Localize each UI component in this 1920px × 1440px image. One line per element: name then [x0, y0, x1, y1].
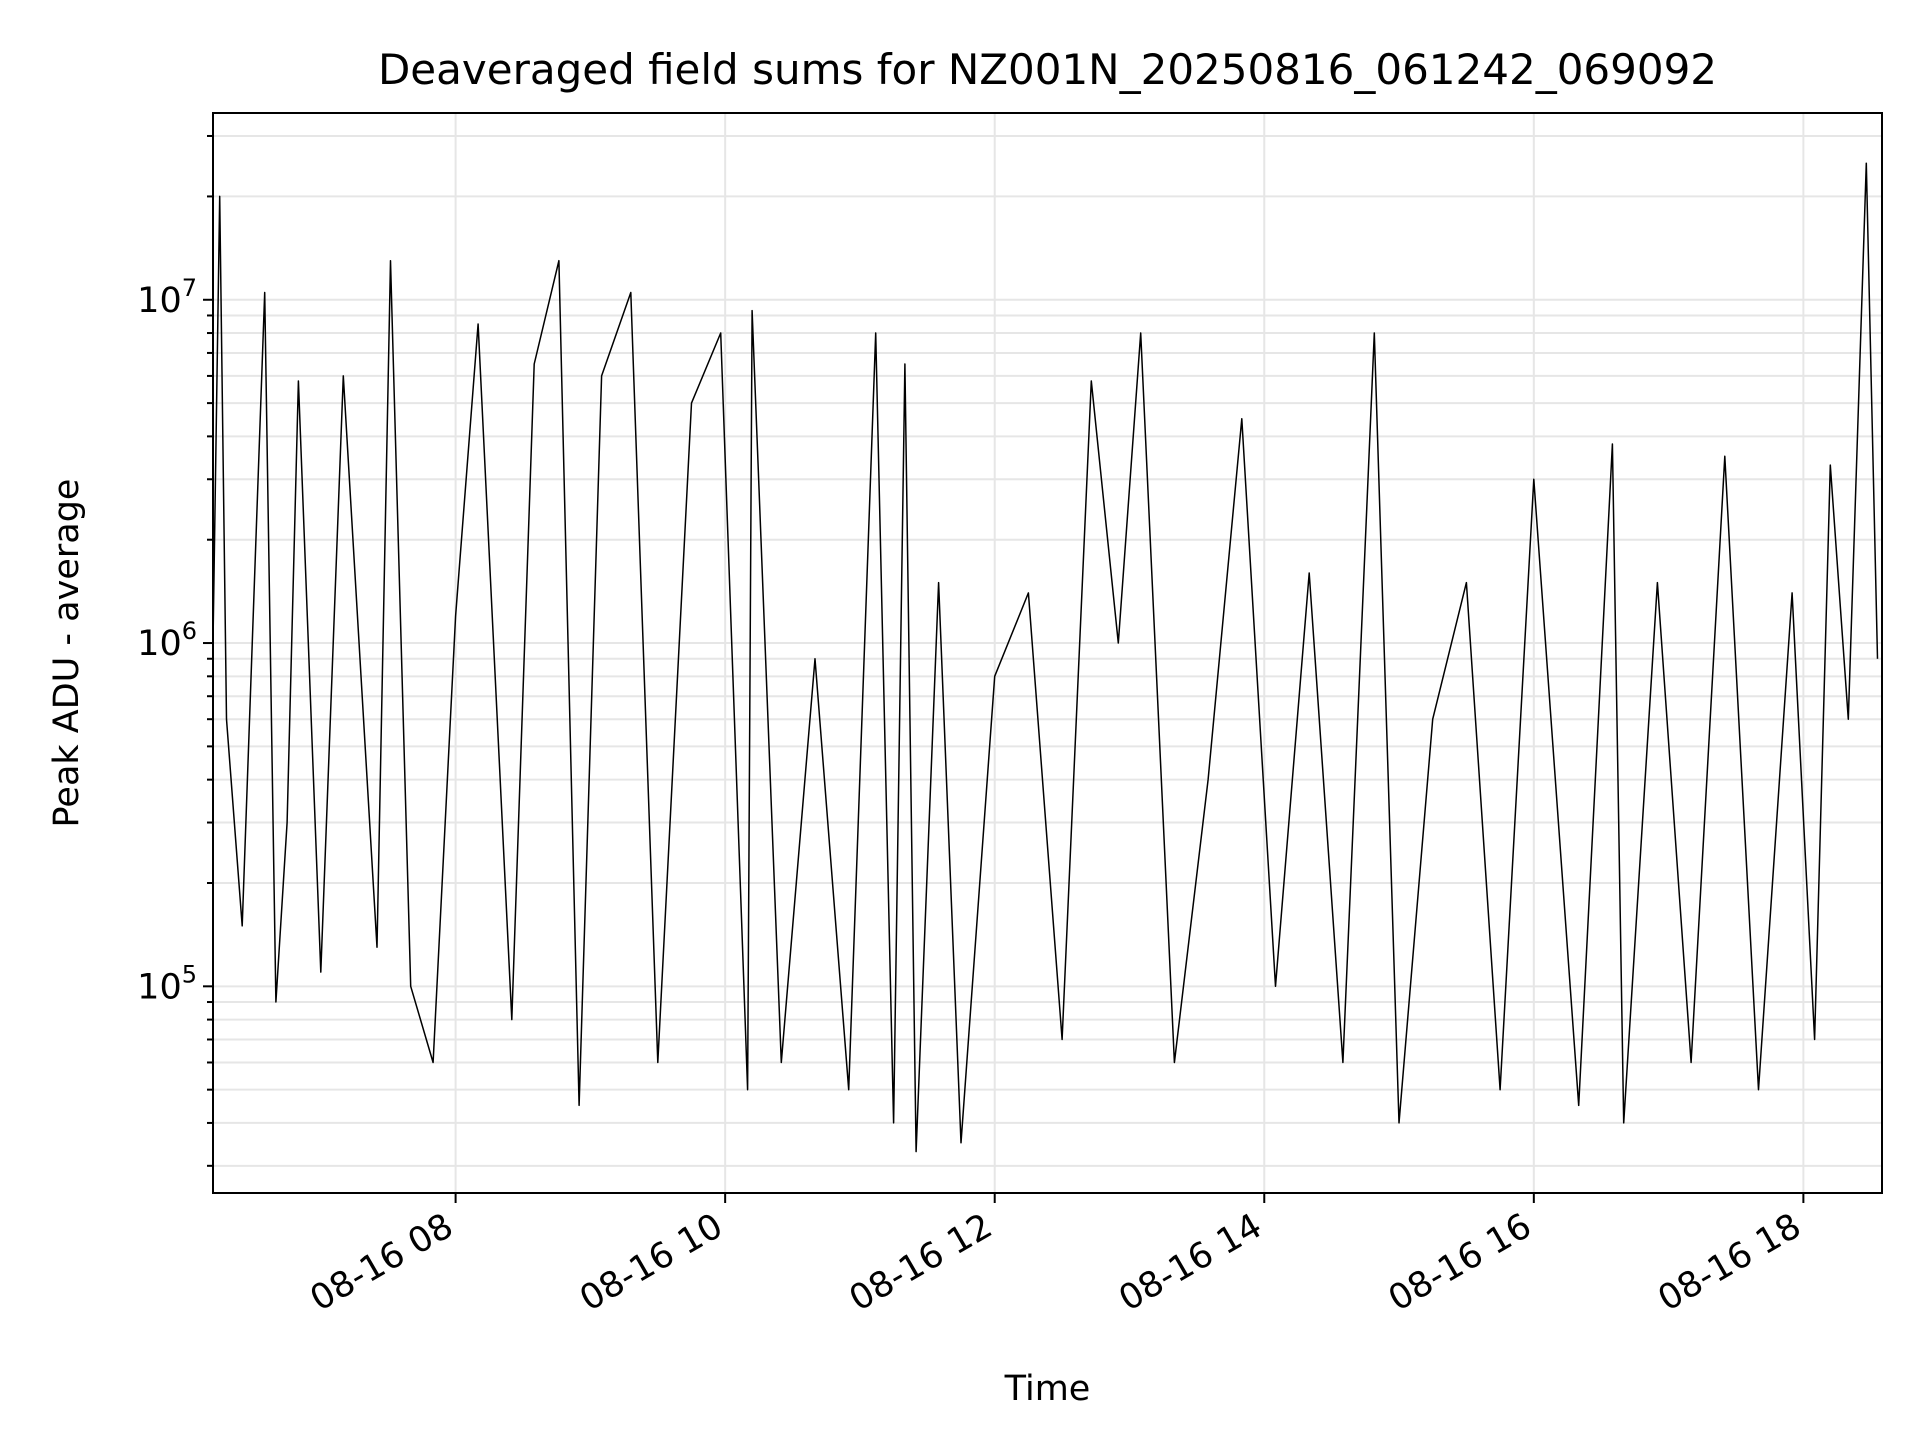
plot-frame	[212, 112, 1883, 1194]
y-tick-label: 107	[137, 274, 197, 321]
chart-title: Deaveraged field sums for NZ001N_2025081…	[378, 45, 1717, 94]
y-axis-label: Peak ADU - average	[47, 479, 87, 828]
y-tick-exponent: 7	[182, 274, 197, 302]
grid	[213, 113, 1882, 1193]
y-tick-label: 106	[137, 617, 197, 664]
x-axis-label: Time	[1004, 1369, 1091, 1409]
series-line	[212, 162, 1879, 1153]
y-tick-exponent: 5	[182, 960, 197, 988]
y-tick-base: 10	[137, 281, 182, 321]
y-tick-exponent: 6	[182, 617, 197, 645]
y-tick-base: 10	[137, 624, 182, 664]
series-layer	[212, 162, 1879, 1153]
y-tick-base: 10	[137, 967, 182, 1007]
y-tick-label: 105	[137, 960, 197, 1007]
